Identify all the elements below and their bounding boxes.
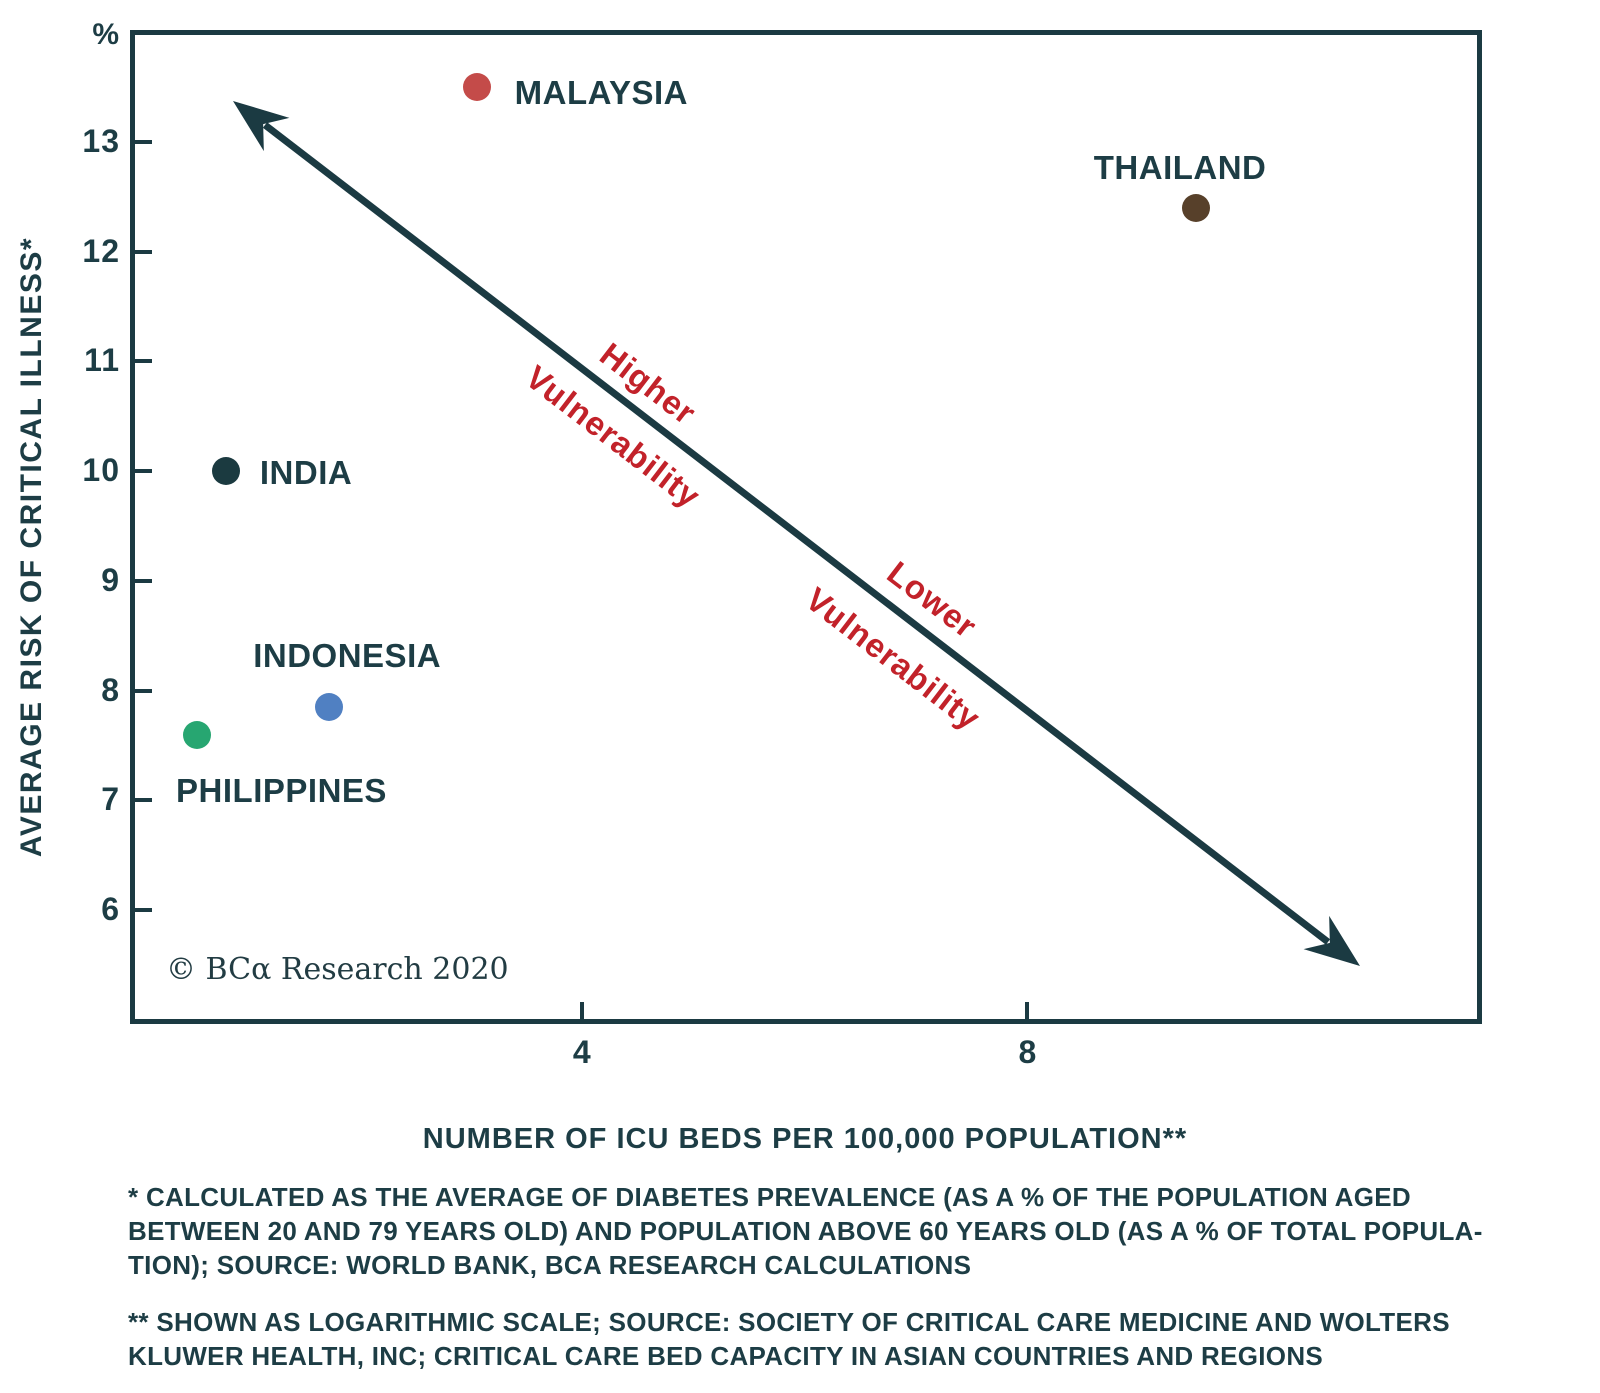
data-point-label-indonesia: INDONESIA: [253, 637, 442, 675]
y-tick-label-6: 6: [101, 891, 120, 928]
x-axis-title: NUMBER OF ICU BEDS PER 100,000 POPULATIO…: [422, 1123, 1188, 1155]
data-point-thailand: [1182, 193, 1211, 222]
footnote-2: ** SHOWN AS LOGARITHMIC SCALE; SOURCE: S…: [128, 1305, 1450, 1373]
y-tick-10: [133, 469, 152, 474]
y-tick-label-9: 9: [101, 561, 120, 598]
footnote-1: * CALCULATED AS THE AVERAGE OF DIABETES …: [128, 1180, 1483, 1282]
y-tick-13: [133, 139, 152, 144]
y-tick-label-12: 12: [82, 232, 120, 269]
y-tick-6: [133, 908, 152, 913]
y-tick-8: [133, 688, 152, 693]
footnote-2-line-1: ** SHOWN AS LOGARITHMIC SCALE; SOURCE: S…: [128, 1307, 1450, 1337]
data-point-malaysia: [463, 72, 492, 101]
data-point-label-thailand: THAILAND: [1093, 148, 1267, 186]
y-tick-7: [133, 798, 152, 803]
y-tick-label-8: 8: [101, 671, 120, 708]
data-point-label-india: INDIA: [259, 454, 353, 492]
footnote-1-line-2: BETWEEN 20 AND 79 YEARS OLD) AND POPULAT…: [128, 1216, 1483, 1246]
plot-area: [130, 30, 1482, 1024]
data-point-india: [212, 457, 241, 486]
x-tick-label-4: 4: [572, 1034, 591, 1070]
y-tick-11: [133, 359, 152, 364]
data-point-philippines: [183, 720, 212, 749]
y-axis-unit-label: %: [92, 18, 120, 51]
y-tick-12: [133, 249, 152, 254]
footnote-1-line-3: TION); SOURCE: WORLD BANK, BCA RESEARCH …: [128, 1250, 972, 1280]
data-point-label-malaysia: MALAYSIA: [514, 73, 688, 111]
x-tick-label-8: 8: [1018, 1034, 1037, 1070]
footnote-1-line-1: * CALCULATED AS THE AVERAGE OF DIABETES …: [128, 1182, 1411, 1212]
data-point-indonesia: [315, 693, 344, 722]
copyright-note: © BCα Research 2020: [166, 952, 509, 987]
y-tick-label-13: 13: [82, 122, 120, 159]
x-tick-4: [579, 1002, 584, 1020]
data-point-label-philippines: PHILIPPINES: [176, 771, 387, 809]
footnote-2-line-2: KLUWER HEALTH, INC; CRITICAL CARE BED CA…: [128, 1341, 1324, 1371]
y-tick-label-11: 11: [84, 342, 120, 379]
x-tick-8: [1025, 1002, 1030, 1020]
y-tick-9: [133, 578, 152, 583]
y-tick-label-10: 10: [82, 452, 120, 489]
y-tick-label-7: 7: [101, 781, 120, 818]
